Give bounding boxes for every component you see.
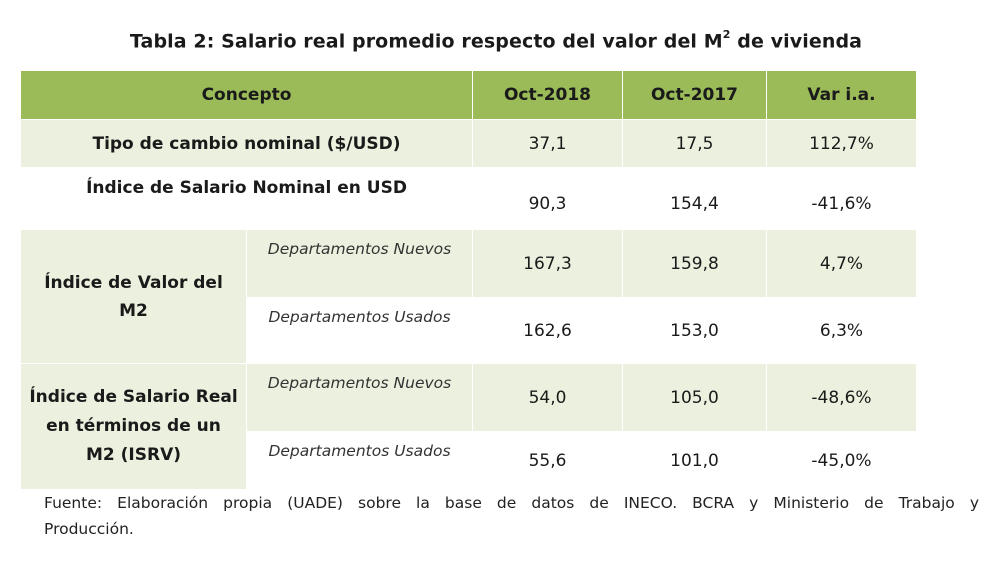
table-row: Tipo de cambio nominal ($/USD) 37,1 17,5… [20, 119, 917, 168]
row-label-salario-nominal: Índice de Salario Nominal en USD [20, 167, 473, 230]
group-label-valor-m2: Índice de Valor del M2 [20, 229, 247, 364]
table-title: Tabla 2: Salario real promedio respecto … [129, 28, 863, 53]
row-label-tipo-cambio: Tipo de cambio nominal ($/USD) [20, 119, 473, 168]
cell-oct2018: 167,3 [472, 229, 623, 298]
source-note-line1: Fuente: Elaboración propia (UADE) sobre … [44, 494, 979, 512]
table-row: Departamentos Usados 55,6 101,0 -45,0% [21, 431, 917, 490]
cell-oct2018: 90,3 [472, 167, 623, 230]
subrow-label: Departamentos Usados [246, 297, 473, 364]
cell-oct2018: 55,6 [472, 431, 623, 490]
table-row: Índice de Valor del M2 Departamentos Nue… [20, 229, 917, 364]
table-row: Departamentos Usados 162,6 153,0 6,3% [21, 297, 917, 364]
data-table: Concepto Oct-2018 Oct-2017 Var i.a. Tipo… [20, 70, 917, 490]
header-concepto: Concepto [20, 70, 473, 120]
cell-var: -45,0% [766, 431, 917, 490]
subrow-label: Departamentos Nuevos [246, 363, 473, 432]
cell-var: 112,7% [766, 119, 917, 168]
subrow-label: Departamentos Usados [246, 431, 473, 490]
cell-oct2017: 17,5 [622, 119, 767, 168]
table-row: Índice de Salario Nominal en USD 90,3 15… [20, 167, 917, 230]
cell-var: -48,6% [766, 363, 917, 432]
cell-oct2018: 54,0 [472, 363, 623, 432]
cell-oct2018: 37,1 [472, 119, 623, 168]
cell-oct2017: 105,0 [622, 363, 767, 432]
source-note-line2: Producción. [44, 520, 134, 538]
group-label-salario-real: Índice de Salario Real en términos de un… [20, 363, 247, 490]
cell-oct2017: 101,0 [622, 431, 767, 490]
cell-oct2017: 154,4 [622, 167, 767, 230]
cell-oct2017: 159,8 [622, 229, 767, 298]
cell-oct2017: 153,0 [622, 297, 767, 364]
subrow-label: Departamentos Nuevos [246, 229, 473, 298]
cell-var: 6,3% [766, 297, 917, 364]
cell-var: -41,6% [766, 167, 917, 230]
cell-oct2018: 162,6 [472, 297, 623, 364]
table-row: Índice de Salario Real en términos de un… [20, 363, 917, 490]
source-note: Fuente: Elaboración propia (UADE) sobre … [44, 490, 979, 542]
header-var-ia: Var i.a. [766, 70, 917, 120]
header-oct-2018: Oct-2018 [472, 70, 623, 120]
header-row: Concepto Oct-2018 Oct-2017 Var i.a. [20, 70, 917, 120]
superscript-2: 2 [722, 28, 731, 41]
header-oct-2017: Oct-2017 [622, 70, 767, 120]
cell-var: 4,7% [766, 229, 917, 298]
